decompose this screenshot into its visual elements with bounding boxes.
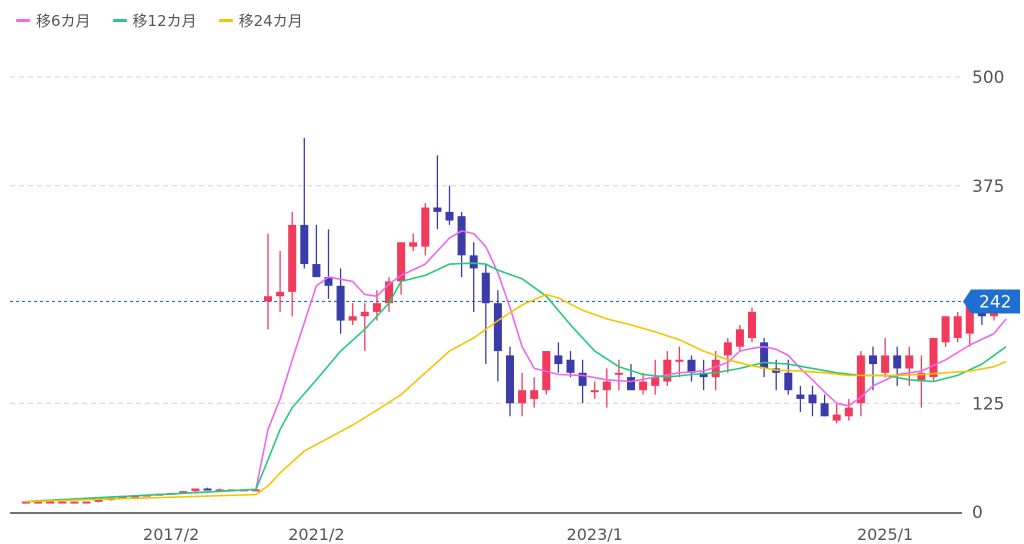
candle-up[interactable]	[251, 489, 260, 492]
candle-up[interactable]	[965, 303, 974, 334]
candle-up[interactable]	[905, 355, 914, 369]
candle-up[interactable]	[941, 316, 950, 343]
current-price-label: 242	[979, 292, 1011, 312]
candle-down[interactable]	[808, 394, 817, 404]
candle-up[interactable]	[82, 501, 91, 504]
candle-down[interactable]	[627, 377, 635, 391]
candle-up[interactable]	[856, 355, 865, 404]
candle-down[interactable]	[203, 488, 212, 491]
x-tick-label: 2021/2	[288, 525, 344, 544]
candle-down[interactable]	[796, 394, 805, 399]
candle-up[interactable]	[179, 491, 188, 494]
legend-label-ma6: 移6カ月	[36, 12, 91, 30]
candle-up[interactable]	[70, 501, 79, 504]
candle-up[interactable]	[518, 390, 527, 404]
candle-down[interactable]	[506, 355, 514, 404]
candle-down[interactable]	[820, 403, 829, 417]
legend-swatch-ma12	[112, 19, 127, 22]
legend-label-ma24: 移24カ月	[238, 12, 303, 30]
candle-down[interactable]	[493, 303, 502, 352]
candle-down[interactable]	[300, 224, 309, 265]
candle-up[interactable]	[264, 296, 272, 302]
x-tick-label: 2017/2	[143, 525, 199, 544]
legend-item-ma24[interactable]: 移24カ月	[218, 10, 303, 31]
candle-down[interactable]	[336, 285, 345, 321]
legend-item-ma6[interactable]: 移6カ月	[16, 10, 91, 31]
candle-up[interactable]	[288, 224, 297, 292]
candle-down[interactable]	[457, 216, 466, 256]
candle-up[interactable]	[94, 499, 103, 502]
legend-item-ma12[interactable]: 移12カ月	[112, 10, 197, 31]
candle-down[interactable]	[699, 372, 708, 378]
candle-up[interactable]	[748, 311, 756, 338]
candle-up[interactable]	[421, 207, 430, 247]
candle-up[interactable]	[58, 501, 67, 504]
candle-down[interactable]	[469, 255, 478, 269]
current-price-tag	[963, 289, 1020, 314]
ma-line-2	[25, 293, 1007, 503]
candle-up[interactable]	[409, 242, 418, 247]
candle-down[interactable]	[893, 355, 902, 369]
candle-up[interactable]	[675, 359, 684, 362]
legend-swatch-ma6	[16, 19, 30, 22]
candle-down[interactable]	[578, 372, 587, 386]
candle-down[interactable]	[869, 355, 877, 365]
candle-down[interactable]	[760, 342, 769, 369]
candle-down[interactable]	[312, 264, 321, 278]
candle-up[interactable]	[397, 242, 406, 282]
chart-legend: 移6カ月 移12カ月 移24カ月	[16, 10, 303, 31]
x-tick-label: 2023/1	[567, 525, 623, 544]
legend-swatch-ma24	[218, 19, 233, 22]
candle-down[interactable]	[445, 211, 454, 221]
candle-up[interactable]	[215, 489, 224, 492]
candle-down[interactable]	[324, 277, 333, 286]
candle-up[interactable]	[602, 381, 611, 391]
x-tick-label: 2025/1	[857, 525, 913, 544]
y-tick-label: 125	[972, 394, 1004, 414]
candle-up[interactable]	[276, 291, 285, 297]
candle-up[interactable]	[614, 372, 623, 375]
candle-down[interactable]	[784, 372, 793, 391]
candle-up[interactable]	[651, 377, 660, 386]
candle-up[interactable]	[118, 496, 127, 499]
candle-up[interactable]	[929, 338, 938, 378]
y-tick-label: 375	[972, 177, 1004, 197]
candle-up[interactable]	[953, 316, 962, 338]
candle-down[interactable]	[433, 207, 442, 212]
candle-up[interactable]	[530, 390, 539, 399]
candle-up[interactable]	[663, 359, 672, 382]
candle-up[interactable]	[360, 311, 369, 317]
candle-up[interactable]	[590, 390, 599, 393]
candle-up[interactable]	[22, 501, 30, 504]
candle-up[interactable]	[46, 501, 55, 504]
y-tick-label: 500	[972, 68, 1004, 88]
legend-label-ma12: 移12カ月	[132, 12, 197, 30]
candle-down[interactable]	[566, 359, 575, 373]
candle-up[interactable]	[917, 372, 926, 382]
candle-down[interactable]	[687, 359, 696, 373]
candle-up[interactable]	[372, 303, 381, 312]
candle-up[interactable]	[34, 501, 43, 504]
candle-up[interactable]	[735, 329, 744, 347]
candle-up[interactable]	[844, 407, 853, 417]
candle-up[interactable]	[881, 355, 890, 373]
candle-up[interactable]	[723, 342, 732, 356]
ma-line-0	[25, 230, 1007, 503]
candle-up[interactable]	[832, 414, 841, 421]
y-tick-label: 0	[972, 503, 983, 523]
candle-up[interactable]	[348, 316, 357, 321]
candle-up[interactable]	[711, 359, 720, 378]
candle-down[interactable]	[554, 355, 563, 365]
candle-up[interactable]	[639, 381, 648, 391]
candle-up[interactable]	[385, 281, 393, 304]
candle-down[interactable]	[481, 272, 490, 304]
candle-up[interactable]	[191, 488, 200, 492]
